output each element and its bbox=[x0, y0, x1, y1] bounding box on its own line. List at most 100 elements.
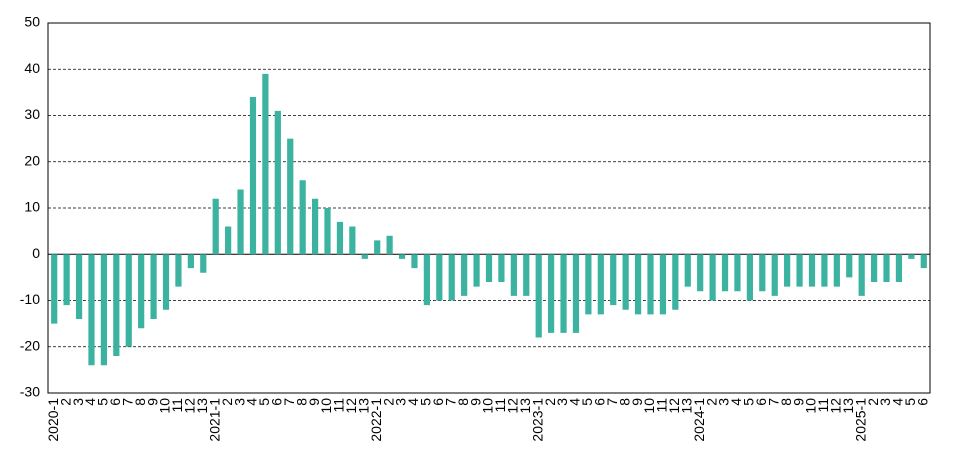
bar bbox=[63, 254, 70, 306]
x-tick-label: 6 bbox=[592, 398, 608, 406]
x-tick-label: 2023-1 bbox=[529, 398, 545, 442]
bar bbox=[200, 254, 207, 273]
bar bbox=[324, 208, 331, 255]
x-tick-label: 5 bbox=[95, 398, 111, 406]
x-tick-label: 6 bbox=[914, 398, 930, 406]
x-tick-label: 3 bbox=[70, 398, 86, 406]
x-tick-label: 3 bbox=[716, 398, 732, 406]
x-tick-label: 8 bbox=[132, 398, 148, 406]
x-tick-label: 2025-1 bbox=[852, 398, 868, 442]
x-tick-label: 11 bbox=[331, 398, 347, 413]
y-tick-label: 10 bbox=[24, 199, 40, 215]
x-tick-label: 3 bbox=[554, 398, 570, 406]
y-tick-label: 30 bbox=[24, 106, 40, 122]
bar bbox=[746, 254, 753, 301]
bar bbox=[883, 254, 890, 282]
bar bbox=[262, 73, 269, 255]
bar bbox=[548, 254, 555, 333]
bar bbox=[672, 254, 679, 310]
y-tick-label: 40 bbox=[24, 60, 40, 76]
bar bbox=[187, 254, 194, 269]
bar bbox=[771, 254, 778, 296]
bar bbox=[225, 226, 232, 255]
x-tick-label: 5 bbox=[579, 398, 595, 406]
x-tick-label: 8 bbox=[778, 398, 794, 406]
x-tick-label: 4 bbox=[728, 398, 744, 406]
x-tick-label: 10 bbox=[318, 398, 334, 414]
x-tick-label: 11 bbox=[654, 398, 670, 413]
x-tick-label: 5 bbox=[256, 398, 272, 406]
x-tick-label: 2020-1 bbox=[45, 398, 61, 442]
bar bbox=[895, 254, 903, 282]
bar bbox=[386, 235, 393, 255]
x-tick-label: 7 bbox=[281, 398, 297, 406]
x-tick-label: 11 bbox=[169, 398, 185, 413]
bar bbox=[535, 254, 542, 338]
bar bbox=[113, 254, 120, 356]
x-tick-label: 5 bbox=[902, 398, 918, 406]
x-tick-label: 3 bbox=[393, 398, 409, 406]
x-tick-label: 2 bbox=[380, 398, 396, 406]
bar bbox=[870, 254, 878, 282]
bar bbox=[237, 189, 244, 255]
bar bbox=[846, 254, 853, 278]
x-tick-label: 13 bbox=[355, 398, 371, 414]
bar bbox=[697, 254, 704, 292]
x-tick-label: 6 bbox=[753, 398, 769, 406]
bar bbox=[759, 254, 766, 292]
x-tick-label: 7 bbox=[119, 398, 135, 406]
x-tick-label: 9 bbox=[306, 398, 322, 406]
y-tick-label: 0 bbox=[32, 245, 40, 261]
x-tick-label: 2022-1 bbox=[368, 398, 384, 442]
x-tick-label: 10 bbox=[157, 398, 173, 414]
bar bbox=[274, 110, 281, 255]
x-tick-label: 5 bbox=[418, 398, 434, 406]
bar bbox=[150, 254, 157, 319]
x-tick-label: 13 bbox=[840, 398, 856, 414]
x-tick-label: 8 bbox=[293, 398, 309, 406]
x-tick-label: 2021-1 bbox=[206, 398, 222, 442]
bar bbox=[659, 254, 667, 315]
x-tick-label: 2 bbox=[219, 398, 235, 406]
bar bbox=[100, 254, 108, 366]
bar bbox=[858, 254, 865, 296]
bar bbox=[784, 254, 791, 287]
bar bbox=[448, 254, 455, 301]
x-tick-label: 6 bbox=[107, 398, 123, 406]
bar bbox=[833, 254, 840, 287]
x-tick-label: 4 bbox=[82, 398, 98, 406]
bar bbox=[572, 254, 580, 333]
x-tick-label: 4 bbox=[567, 398, 583, 406]
x-tick-label: 12 bbox=[343, 398, 359, 414]
x-tick-label: 8 bbox=[455, 398, 471, 406]
bar bbox=[162, 254, 170, 310]
bar bbox=[920, 254, 927, 269]
x-tick-label: 2 bbox=[703, 398, 719, 406]
bar bbox=[138, 254, 145, 329]
bar bbox=[709, 254, 716, 301]
bar bbox=[461, 254, 468, 296]
bar bbox=[212, 198, 219, 255]
x-tick-label: 10 bbox=[641, 398, 657, 414]
bar bbox=[622, 254, 629, 310]
x-tick-label: 6 bbox=[430, 398, 446, 406]
bar bbox=[175, 254, 182, 287]
y-tick-label: -10 bbox=[20, 291, 40, 307]
x-tick-label: 4 bbox=[405, 398, 421, 406]
x-tick-label: 13 bbox=[194, 398, 210, 414]
x-tick-label: 13 bbox=[678, 398, 694, 414]
y-tick-label: -30 bbox=[20, 384, 40, 400]
bar bbox=[485, 254, 493, 282]
x-tick-label: 3 bbox=[231, 398, 247, 406]
x-tick-label: 12 bbox=[666, 398, 682, 414]
bar bbox=[88, 254, 95, 366]
bar bbox=[734, 254, 741, 292]
bar bbox=[411, 254, 418, 269]
x-tick-label: 9 bbox=[629, 398, 645, 406]
x-tick-label: 7 bbox=[765, 398, 781, 406]
bar bbox=[721, 254, 729, 292]
x-tick-label: 9 bbox=[790, 398, 806, 406]
bar bbox=[436, 254, 443, 301]
bar bbox=[684, 254, 691, 287]
bar bbox=[125, 254, 132, 347]
